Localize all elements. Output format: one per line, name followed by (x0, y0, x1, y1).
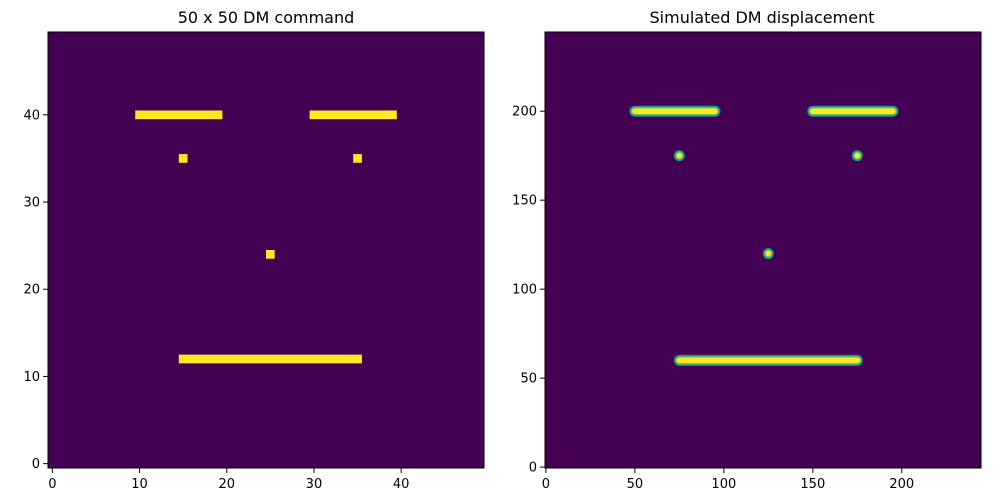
y-tick-label: 10 (23, 370, 40, 385)
feature-left-eye (178, 154, 188, 163)
x-tick-label: 30 (306, 477, 323, 492)
features (627, 104, 900, 368)
feature-right-eye (353, 154, 362, 163)
panel-dm-command: 50 x 50 DM command 0 10 20 30 40 0 10 20 30 40 (23, 8, 485, 492)
plot-frame (47, 31, 485, 469)
y-tick-label: 50 (520, 372, 537, 387)
plot-frame (544, 31, 982, 469)
feature-nose (266, 250, 275, 259)
x-tick-label: 0 (542, 477, 550, 492)
feature-left-brow (135, 110, 223, 120)
feature-right-brow (309, 110, 397, 120)
y-tick-label: 30 (23, 196, 40, 211)
feature-mouth (178, 354, 362, 364)
chart-title: 50 x 50 DM command (178, 8, 355, 27)
panel-dm-displacement: Simulated DM displacement 0 50 100 150 200 0 5… (512, 8, 982, 492)
x-tick-label: 10 (131, 477, 148, 492)
x-tick-label: 200 (889, 477, 914, 492)
y-tick-label: 100 (512, 283, 537, 298)
y-tick-label: 200 (512, 105, 537, 120)
ticks: 0 50 100 150 200 0 50 100 150 200 (512, 105, 914, 492)
y-tick-label: 150 (512, 194, 537, 209)
x-tick-label: 20 (218, 477, 235, 492)
y-tick-label: 0 (32, 457, 40, 472)
x-tick-label: 150 (800, 477, 825, 492)
ticks: 0 10 20 30 40 0 10 20 30 40 (23, 108, 409, 492)
x-tick-label: 50 (627, 477, 644, 492)
y-tick-label: 40 (23, 108, 40, 123)
chart-title: Simulated DM displacement (650, 8, 875, 27)
y-tick-label: 0 (529, 461, 537, 476)
x-tick-label: 40 (393, 477, 410, 492)
x-tick-label: 100 (711, 477, 736, 492)
y-tick-label: 20 (23, 283, 40, 298)
features (135, 110, 397, 364)
x-tick-label: 0 (48, 477, 56, 492)
